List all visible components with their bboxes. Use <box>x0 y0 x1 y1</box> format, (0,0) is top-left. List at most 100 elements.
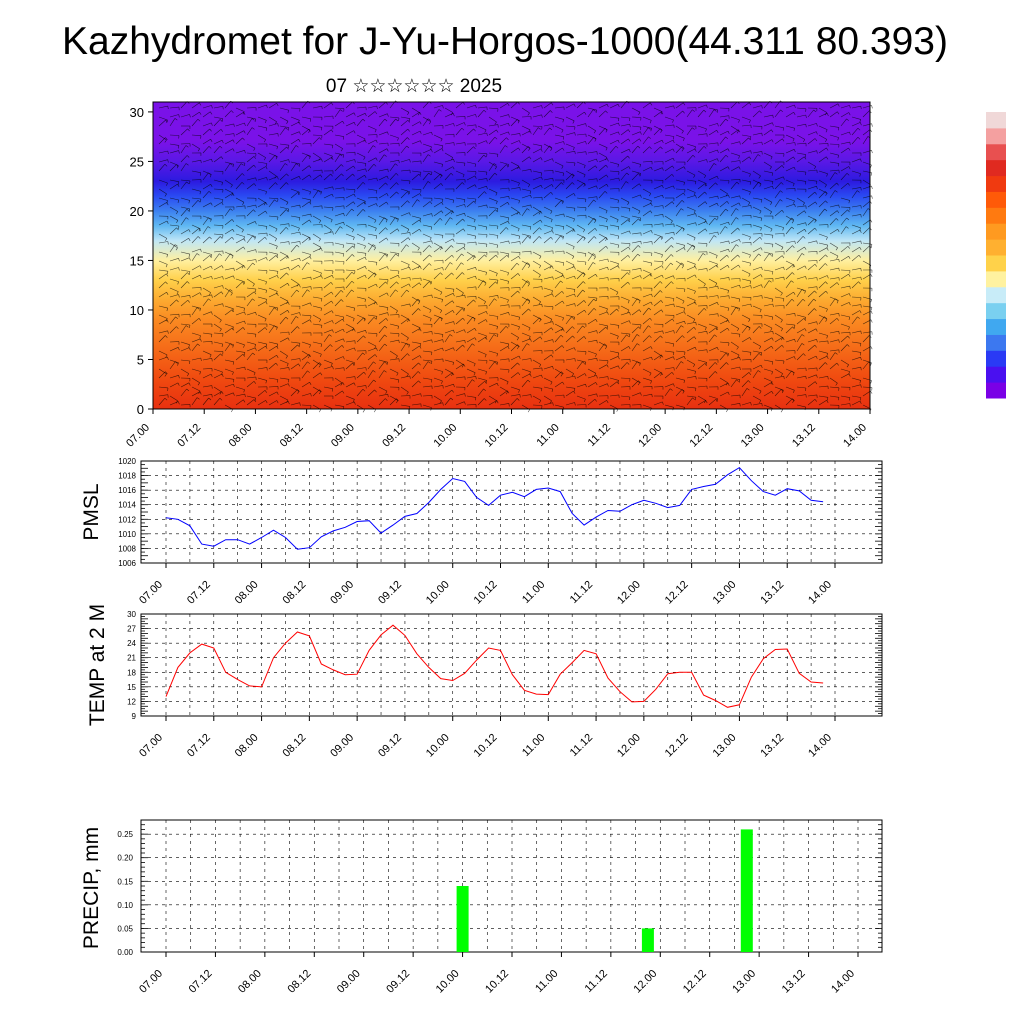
y-tick-label: 15 <box>130 253 144 268</box>
x-tick-label: 13.00 <box>739 422 767 450</box>
x-tick-label: 09.12 <box>376 579 404 607</box>
x-tick-label: 09.12 <box>376 732 404 760</box>
y-tick-label: 0.15 <box>117 877 133 886</box>
plot-frame <box>140 819 883 953</box>
colorbar <box>986 112 1006 399</box>
y-tick-label: 0.20 <box>117 854 133 863</box>
colorbar-swatch <box>986 159 1006 177</box>
colorbar-swatch <box>986 350 1006 367</box>
x-tick-label: 12.00 <box>631 968 659 996</box>
x-tick-label: 12.00 <box>615 579 643 607</box>
x-tick-label: 10.12 <box>483 968 511 996</box>
x-tick-label: 10.12 <box>472 732 500 760</box>
x-tick-label: 12.00 <box>615 732 643 760</box>
x-tick-label: 07.12 <box>187 968 215 996</box>
x-tick-label: 09.00 <box>335 968 363 996</box>
x-tick-label: 10.12 <box>472 579 500 607</box>
pmsl-panel: 1006 1008 1010 1012 1014 1016 1018 1020 07.00 07.… <box>80 457 883 607</box>
y-tick-label: 21 <box>127 654 136 663</box>
colorbar-swatch <box>986 270 1006 288</box>
x-tick-label: 14.00 <box>829 968 857 996</box>
x-tick-label: 13.12 <box>758 579 786 607</box>
x-tick-label: 12.12 <box>663 579 691 607</box>
x-tick-label: 12.12 <box>663 732 691 760</box>
cross-section-field <box>153 102 870 409</box>
y-tick-label: 1018 <box>118 472 136 481</box>
x-tick-label: 14.00 <box>806 579 834 607</box>
y-tick-label: 9 <box>132 712 137 721</box>
y-tick-label: 12 <box>127 697 136 706</box>
y-tick-label: 27 <box>127 625 136 634</box>
precip-bar <box>641 928 654 952</box>
y-tick-label: 1008 <box>118 544 136 553</box>
grid-lines <box>141 820 882 952</box>
y-axis-label: TEMP at 2 M <box>86 604 109 726</box>
precip-bar <box>456 886 469 952</box>
x-tick-label: 11.12 <box>586 422 613 449</box>
y-tick-label: 1012 <box>118 515 136 524</box>
x-tick-label: 12.12 <box>688 422 716 450</box>
y-tick-label: 0.05 <box>117 924 133 933</box>
x-tick-label: 09.12 <box>380 422 408 450</box>
y-tick-label: 1016 <box>118 486 136 495</box>
plot-frame <box>140 460 883 564</box>
y-tick-label: 0.10 <box>117 901 133 910</box>
x-tick-label: 08.00 <box>227 422 255 450</box>
wind-barbs <box>158 100 873 413</box>
x-tick-label: 07.00 <box>137 579 165 607</box>
colorbar-swatch <box>986 302 1006 320</box>
colorbar-swatch <box>986 127 1006 145</box>
colorbar-swatch <box>986 223 1006 240</box>
x-tick-label: 11.00 <box>533 968 560 995</box>
y-tick-label: 10 <box>130 303 144 318</box>
colorbar-swatch <box>986 286 1006 304</box>
x-tick-label: 13.12 <box>790 422 818 450</box>
chart-title: Kazhydromet for J-Yu-Horgos-1000(44.311 … <box>62 20 948 63</box>
x-tick-label: 09.00 <box>329 422 357 450</box>
pmsl-line <box>165 466 824 550</box>
y-tick-label: 1006 <box>118 559 136 568</box>
x-tick-label: 13.12 <box>780 968 808 996</box>
colorbar-swatch <box>986 239 1006 256</box>
y-tick-label: 1020 <box>118 457 136 466</box>
colorbar-swatch <box>986 175 1006 192</box>
y-tick-label: 30 <box>127 610 136 619</box>
x-tick-label: 13.00 <box>711 732 739 760</box>
x-tick-label: 07.00 <box>137 968 165 996</box>
y-tick-label: 0 <box>137 402 144 417</box>
y-tick-label: 5 <box>137 352 144 367</box>
colorbar-swatch <box>986 366 1006 383</box>
x-tick-label: 11.00 <box>534 422 561 449</box>
colorbar-swatch <box>986 318 1006 335</box>
x-tick-label: 13.00 <box>730 968 758 996</box>
x-tick-label: 13.00 <box>711 579 739 607</box>
x-tick-label: 08.12 <box>285 968 313 996</box>
x-tick-label: 11.12 <box>568 732 595 759</box>
precip-bar <box>740 829 753 952</box>
colorbar-swatch <box>986 191 1006 208</box>
x-tick-label: 08.12 <box>281 732 309 760</box>
x-tick-label: 08.00 <box>236 968 264 996</box>
x-tick-label: 09.12 <box>384 968 412 996</box>
x-tick-label: 09.00 <box>328 579 356 607</box>
precip-panel: 0.00 0.05 0.10 0.15 0.20 0.25 07.00 07.12 08.00 0… <box>80 819 883 996</box>
grid-lines <box>141 461 882 563</box>
x-tick-label: 10.00 <box>434 968 462 996</box>
x-tick-label: 08.00 <box>233 579 261 607</box>
x-tick-label: 13.12 <box>758 732 786 760</box>
x-tick-label: 07.00 <box>124 422 152 450</box>
x-tick-label: 12.12 <box>681 968 709 996</box>
x-tick-label: 10.00 <box>424 579 452 607</box>
y-tick-label: 1010 <box>118 530 136 539</box>
y-axis-label: PRECIP, mm <box>80 827 103 949</box>
x-tick-label: 09.00 <box>328 732 356 760</box>
x-tick-label: 10.12 <box>483 422 511 450</box>
x-tick-label: 07.12 <box>185 732 213 760</box>
colorbar-swatch <box>986 143 1006 161</box>
x-tick-label: 11.12 <box>568 579 595 606</box>
y-tick-label: 0.00 <box>117 948 133 957</box>
x-tick-label: 11.00 <box>520 579 547 606</box>
y-tick-label: 15 <box>127 683 136 692</box>
colorbar-swatch <box>986 334 1006 351</box>
